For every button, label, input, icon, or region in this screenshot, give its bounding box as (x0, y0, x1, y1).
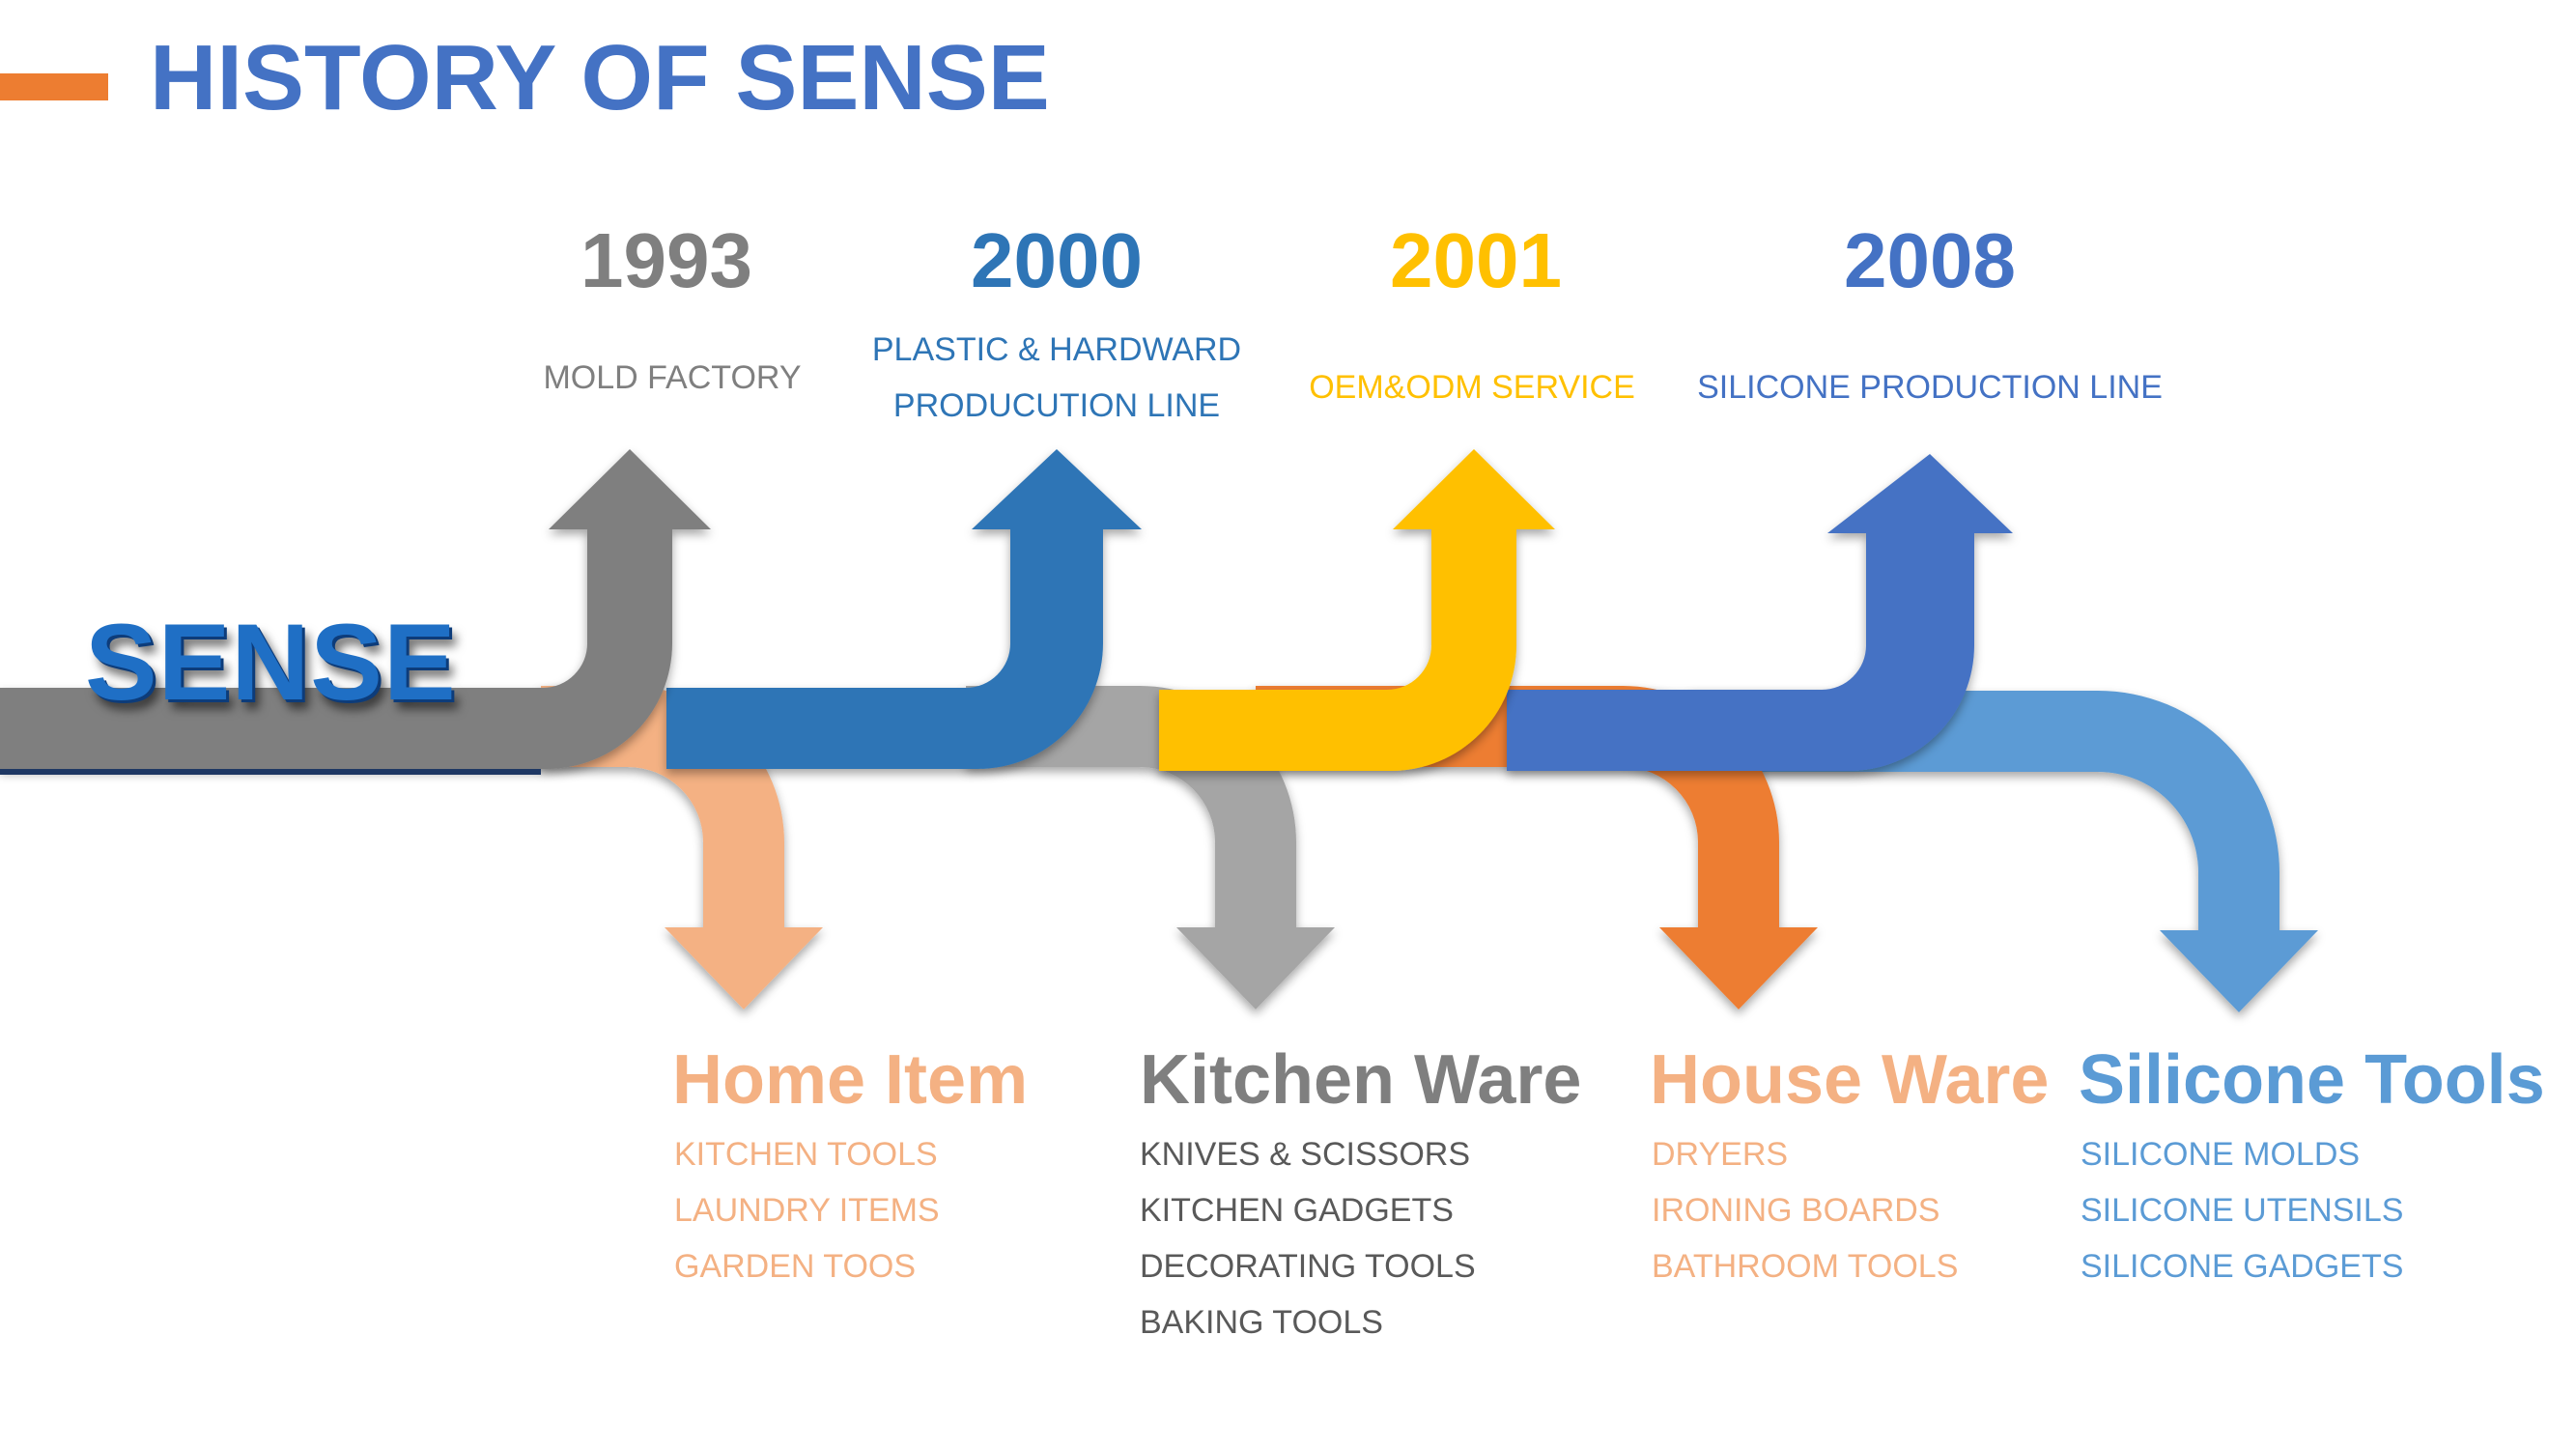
category-list-house-ware: DRYERS IRONING BOARDS BATHROOM TOOLS (1652, 1126, 1958, 1294)
title-accent-bar (0, 73, 108, 100)
milestone-year-2008: 2008 (1844, 217, 2016, 303)
category-item: SILICONE UTENSILS (2081, 1192, 2404, 1229)
milestone-desc-line: OEM&ODM SERVICE (1309, 369, 1635, 406)
category-list-kitchen-ware: KNIVES & SCISSORS KITCHEN GADGETS DECORA… (1140, 1126, 1476, 1350)
category-item: SILICONE MOLDS (2081, 1136, 2361, 1173)
down-arrow-silicone-tools (1690, 691, 2318, 1012)
category-title-house-ware: House Ware (1650, 1041, 2050, 1119)
category-item: DECORATING TOOLS (1140, 1248, 1476, 1285)
up-arrow-1993 (0, 449, 711, 769)
milestone-year-1993: 1993 (580, 217, 752, 303)
category-item: IRONING BOARDS (1652, 1192, 1940, 1229)
category-item: KITCHEN GADGETS (1140, 1192, 1454, 1229)
category-item: BAKING TOOLS (1140, 1304, 1383, 1341)
category-item: KITCHEN TOOLS (674, 1136, 938, 1173)
up-arrow-2008 (1507, 454, 2013, 771)
page-title: HISTORY OF SENSE (150, 26, 1050, 129)
category-item: BATHROOM TOOLS (1652, 1248, 1959, 1285)
milestone-desc-line: PLASTIC & HARDWARD (871, 331, 1242, 368)
category-list-silicone-tools: SILICONE MOLDS SILICONE UTENSILS SILICON… (2081, 1126, 2403, 1294)
milestone-desc-line: SILICONE PRODUCTION LINE (1697, 369, 2163, 406)
milestone-desc-line: MOLD FACTORY (543, 359, 802, 396)
milestone-year-2000: 2000 (971, 217, 1143, 303)
milestone-year-2001: 2001 (1390, 217, 1562, 303)
category-item: SILICONE GADGETS (2081, 1248, 2404, 1285)
milestone-desc-1993: MOLD FACTORY (421, 350, 923, 406)
category-item: LAUNDRY ITEMS (674, 1192, 940, 1229)
milestone-desc-2008: SILICONE PRODUCTION LINE (1679, 359, 2181, 415)
category-item: GARDEN TOOS (674, 1248, 917, 1285)
trunk-underline (0, 769, 541, 775)
category-list-home-item: KITCHEN TOOLS LAUNDRY ITEMS GARDEN TOOS (674, 1126, 940, 1294)
category-title-silicone-tools: Silicone Tools (2079, 1041, 2545, 1119)
brand-logo-text: SENSE (85, 602, 457, 723)
milestone-desc-2000: PLASTIC & HARDWARD PRODUCUTION LINE (806, 322, 1308, 434)
category-item: DRYERS (1652, 1136, 1789, 1173)
up-arrow-2000 (666, 449, 1142, 769)
milestone-desc-2001: OEM&ODM SERVICE (1221, 359, 1723, 415)
category-title-home-item: Home Item (672, 1041, 1029, 1119)
up-arrow-2001 (1159, 449, 1555, 771)
milestone-desc-line: PRODUCUTION LINE (892, 387, 1221, 424)
category-title-kitchen-ware: Kitchen Ware (1140, 1041, 1582, 1119)
category-item: KNIVES & SCISSORS (1140, 1136, 1470, 1173)
